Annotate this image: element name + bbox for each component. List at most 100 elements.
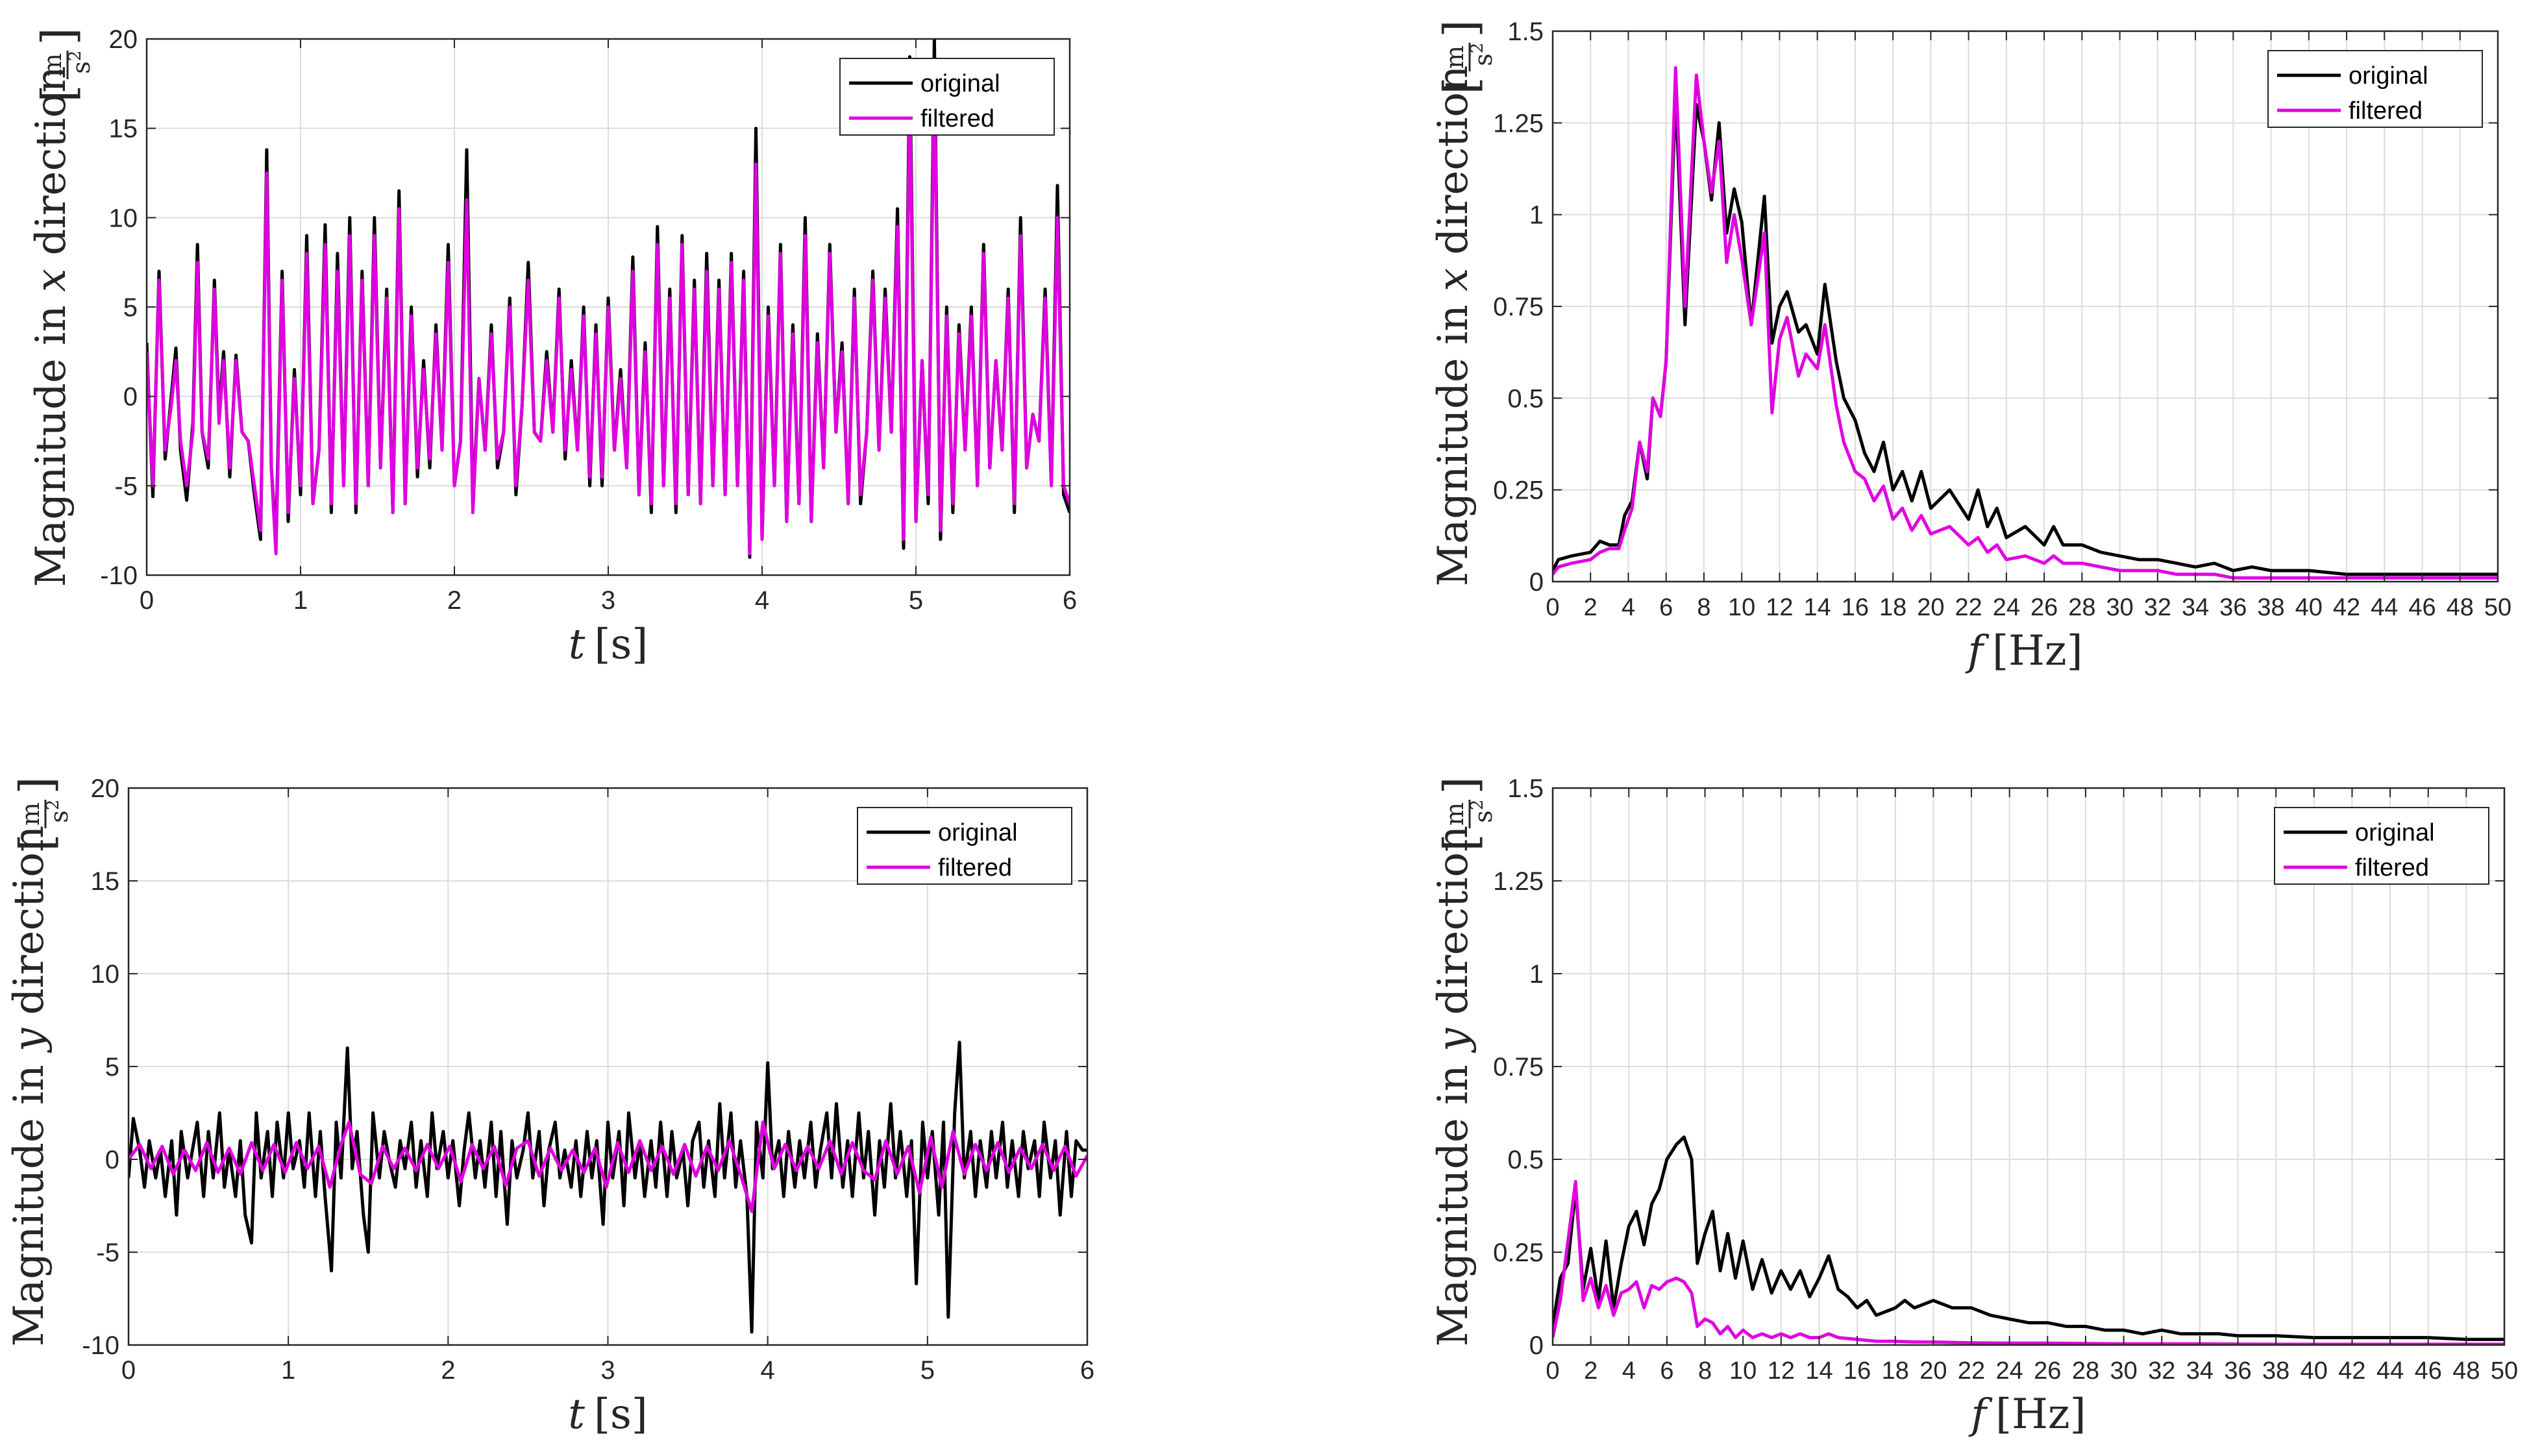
y-tick-label: -5 [114,472,138,500]
x-tick-label: 8 [1698,1357,1712,1385]
x-tick-label: 40 [2295,594,2323,621]
time-x-chart: 0 1 2 3 4 5 6 -10 -5 0 5 10 15 20 t [s] Magnitude in x d… [0,0,1116,714]
x-tick-label: 42 [2333,594,2360,621]
x-tick-label: 6 [1080,1356,1094,1385]
y-axis-pre: Magnitude in [1429,291,1477,587]
x-axis-unit: [s] [594,621,648,669]
x-tick-label: 2 [447,586,462,615]
x-tick-label: 18 [1879,594,1906,621]
y-axis-unit: [m s2] [1434,19,1498,94]
legend: original filtered [839,58,1055,136]
x-tick-label: 40 [2301,1357,2328,1385]
y-tick-label: 0 [1529,568,1544,597]
y-axis-var: x [27,269,75,292]
legend-label-filtered: filtered [938,854,1012,882]
series-line-original [1553,1135,2504,1341]
x-axis-label: f [Hz] [1968,1390,2086,1438]
x-tick-label: 42 [2338,1357,2365,1385]
x-tick-label: 4 [761,1356,775,1385]
x-tick-label: 50 [2491,1357,2518,1385]
x-tick-label: 0 [1546,1357,1559,1385]
legend: original filtered [2267,50,2483,128]
unit-bracket-left: [ [1434,77,1487,94]
legend: original filtered [2274,807,2489,885]
x-axis-label: f [Hz] [1965,627,2082,675]
y-tick-label: 0.75 [1493,293,1544,321]
x-tick-label: 30 [2110,1357,2137,1385]
y-tick-label: 5 [105,1053,119,1081]
y-tick-label: 5 [123,293,138,322]
x-tick-label: 50 [2484,594,2511,621]
y-axis-pre: Magnitude in [27,292,75,587]
unit-exponent: 2 [1468,800,1487,811]
x-tick-label: 2 [1584,594,1598,621]
x-tick-label: 48 [2447,594,2474,621]
unit-numerator: m [38,53,67,77]
legend-label-filtered: filtered [2349,97,2423,125]
freq-x-chart: 0 2 4 6 8 10 12 14 16 18 20 22 24 26 28 30 32 34 36 38 40 42 4… [1402,0,2529,714]
unit-exponent: 2 [43,800,63,811]
y-tick-label: -10 [82,1331,119,1360]
unit-denominator: s [1469,810,1498,823]
y-tick-label: 10 [109,204,138,232]
chart-svg: 0 2 4 6 8 10 12 14 16 18 20 22 24 26 28 30 32 34 36 38 40 42 4… [1429,18,2511,675]
unit-bracket-right: ] [1434,19,1487,37]
legend-box [839,58,1055,136]
x-tick-label: 18 [1882,1357,1909,1385]
legend-label-original: original [938,819,1018,846]
y-axis-pre: Magnitude in [1429,1052,1477,1347]
x-tick-label: 4 [1622,594,1635,621]
x-tick-label: 16 [1844,1357,1871,1385]
legend-box [857,807,1072,885]
legend-box [2274,807,2489,885]
x-tick-label: 48 [2452,1357,2480,1385]
y-tick-label: 1.25 [1493,867,1544,896]
x-tick-label: 0 [121,1356,136,1385]
y-axis-label: Magnitude in x direction [1429,66,1477,587]
unit-numerator: m [1440,45,1469,69]
y-axis-post: direction [27,66,75,269]
x-axis-unit: [s] [594,1390,648,1438]
x-tick-label: 0 [140,586,154,615]
y-axis-unit: [m s2] [10,776,73,851]
x-tick-label: 5 [920,1356,935,1385]
y-tick-label: 20 [109,25,138,54]
y-axis-label: Magnitude in y direction [1429,826,1477,1347]
y-axis-post: direction [1429,66,1477,268]
y-axis-label: Magnitude in y direction [5,826,53,1347]
x-axis-var: t [568,1390,585,1438]
legend-box [2267,50,2483,128]
series-line-filtered [1553,66,2498,580]
x-tick-label: 38 [2257,594,2284,621]
x-tick-label: 24 [1993,594,2020,621]
x-tick-label: 1 [293,586,308,615]
x-tick-label: 34 [2186,1357,2214,1385]
x-tick-label: 46 [2408,594,2436,621]
legend-label-original: original [920,70,1000,97]
x-tick-label: 32 [2144,594,2171,621]
y-tick-label: 1 [1529,201,1544,230]
x-tick-label: 8 [1697,594,1710,621]
y-tick-label: 1.25 [1493,109,1544,138]
unit-denominator: s [45,810,73,823]
x-tick-label: 26 [2030,594,2058,621]
x-tick-label: 2 [1584,1357,1598,1385]
y-tick-label: 0.5 [1507,1146,1544,1174]
x-tick-label: 44 [2371,594,2398,621]
unit-bracket-right: ] [10,776,63,794]
y-tick-label: 0 [123,383,138,412]
y-axis-post: direction [5,826,53,1028]
x-tick-label: 28 [2068,594,2095,621]
x-tick-label: 26 [2034,1357,2061,1385]
y-axis-label: Magnitude in x direction [27,66,75,587]
y-axis-unit: [m s2] [1434,776,1498,851]
x-tick-label: 1 [281,1356,295,1385]
series-line-filtered [147,73,1070,556]
y-tick-label: 1.5 [1507,774,1544,803]
unit-bracket-left: [ [1434,833,1487,851]
y-tick-label: 0 [1529,1331,1544,1360]
y-tick-label: 1 [1529,960,1544,989]
y-axis-pre: Magnitude in [5,1052,53,1347]
